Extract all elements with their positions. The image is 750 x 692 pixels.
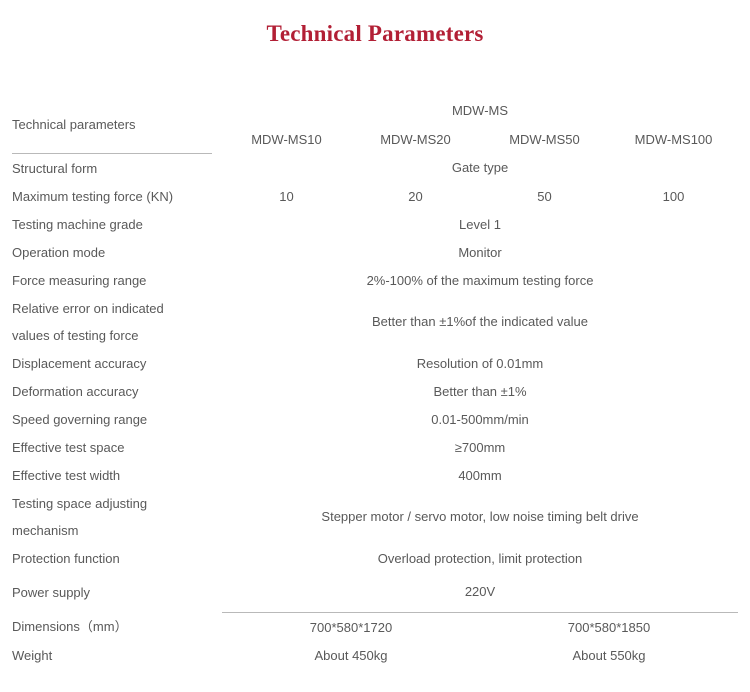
row-label: Testing space adjusting mechanism <box>12 489 212 544</box>
table-header-row-models: MDW-MS10 MDW-MS20 MDW-MS50 MDW-MS100 <box>12 125 738 154</box>
row-label-line-1: Relative error on indicated <box>12 300 164 316</box>
row-label: Structural form <box>12 160 98 176</box>
table-row: Testing space adjusting mechanism Steppe… <box>12 489 738 544</box>
column-gap <box>212 405 222 433</box>
column-gap <box>212 433 222 461</box>
table-row: Testing machine grade Level 1 <box>12 210 738 238</box>
header-model-1: MDW-MS10 <box>251 131 322 147</box>
column-gap <box>212 238 222 266</box>
technical-parameters-table: Technical parameters MDW-MS MDW-MS10 MDW… <box>12 96 739 669</box>
column-gap <box>212 613 222 642</box>
column-gap <box>212 154 222 183</box>
row-value-cell: About 550kg <box>572 647 646 663</box>
header-model-4: MDW-MS100 <box>634 131 713 147</box>
column-gap <box>212 641 222 669</box>
row-value-cell: About 450kg <box>314 647 388 663</box>
row-label: Power supply <box>12 584 91 600</box>
row-value: Better than ±1% <box>433 383 527 399</box>
row-label: Weight <box>12 647 53 663</box>
table-row: Power supply 220V <box>12 572 739 613</box>
column-gap <box>212 294 222 349</box>
table-row: Effective test width 400mm <box>12 461 738 489</box>
row-value: Monitor <box>458 244 502 260</box>
column-gap <box>212 266 222 294</box>
row-label: Relative error on indicated values of te… <box>12 294 212 349</box>
table-row: Maximum testing force (KN) 10 20 50 100 <box>12 182 738 210</box>
row-value: ≥700mm <box>454 439 506 455</box>
row-value: Resolution of 0.01mm <box>416 355 544 371</box>
row-label: Maximum testing force (KN) <box>12 188 174 204</box>
row-value: Stepper motor / servo motor, low noise t… <box>321 509 639 524</box>
row-value-cell: 20 <box>408 188 423 204</box>
row-label: Dimensions（mm） <box>12 619 128 635</box>
row-value: Better than ±1%of the indicated value <box>372 314 589 329</box>
column-gap <box>212 572 222 613</box>
column-gap <box>212 96 222 125</box>
row-value: Overload protection, limit protection <box>377 550 583 566</box>
row-value: 220V <box>222 572 739 613</box>
table-row: Operation mode Monitor <box>12 238 738 266</box>
row-label: Displacement accuracy <box>12 355 147 371</box>
row-value: 0.01-500mm/min <box>431 411 529 427</box>
row-label: Operation mode <box>12 244 106 260</box>
row-value-cell: 700*580*1720 <box>309 619 393 635</box>
column-gap <box>212 125 222 154</box>
row-label: Effective test width <box>12 467 121 483</box>
row-value-cell: 50 <box>537 188 552 204</box>
column-gap <box>212 461 222 489</box>
table-row: Relative error on indicated values of te… <box>12 294 738 349</box>
table-row: Displacement accuracy Resolution of 0.01… <box>12 349 738 377</box>
row-label: Force measuring range <box>12 272 147 288</box>
row-label-line-1: Testing space adjusting <box>12 495 148 511</box>
column-gap <box>212 489 222 544</box>
column-gap <box>212 210 222 238</box>
row-label-line-2: values of testing force <box>12 327 139 343</box>
row-label-line-2: mechanism <box>12 522 79 538</box>
header-model-2: MDW-MS20 <box>380 131 451 147</box>
row-label: Effective test space <box>12 439 125 455</box>
table-row: Effective test space ≥700mm <box>12 433 738 461</box>
spec-table-container: Technical parameters MDW-MS MDW-MS10 MDW… <box>12 96 739 669</box>
row-value: Gate type <box>451 160 509 176</box>
row-value: Level 1 <box>459 216 501 232</box>
row-label: Testing machine grade <box>12 216 143 232</box>
table-row: Force measuring range 2%-100% of the max… <box>12 266 738 294</box>
column-gap <box>212 182 222 210</box>
column-gap <box>212 377 222 405</box>
table-row: Deformation accuracy Better than ±1% <box>12 377 738 405</box>
row-label: Deformation accuracy <box>12 383 139 399</box>
header-family-label: MDW-MS <box>451 102 509 118</box>
table-row: Speed governing range 0.01-500mm/min <box>12 405 738 433</box>
column-gap <box>212 544 222 572</box>
row-label: Speed governing range <box>12 411 148 427</box>
table-header-row-family: Technical parameters MDW-MS <box>12 96 738 154</box>
row-value-cell: 10 <box>279 188 294 204</box>
table-row: Weight About 450kg About 550kg <box>12 641 738 669</box>
header-technical-parameters-label: Technical parameters <box>12 96 212 154</box>
row-value: 2%-100% of the maximum testing force <box>366 272 594 288</box>
row-value-cell: 100 <box>662 188 685 204</box>
column-gap <box>212 349 222 377</box>
table-row: Dimensions（mm） 700*580*1720 700*580*1850 <box>12 613 738 642</box>
row-value: 400mm <box>458 467 502 483</box>
header-model-3: MDW-MS50 <box>509 131 580 147</box>
row-label: Protection function <box>12 550 120 566</box>
table-row: Structural form Gate type <box>12 154 738 183</box>
table-row: Protection function Overload protection,… <box>12 544 738 572</box>
row-value-cell: 700*580*1850 <box>567 619 651 635</box>
page-title: Technical Parameters <box>266 21 484 46</box>
